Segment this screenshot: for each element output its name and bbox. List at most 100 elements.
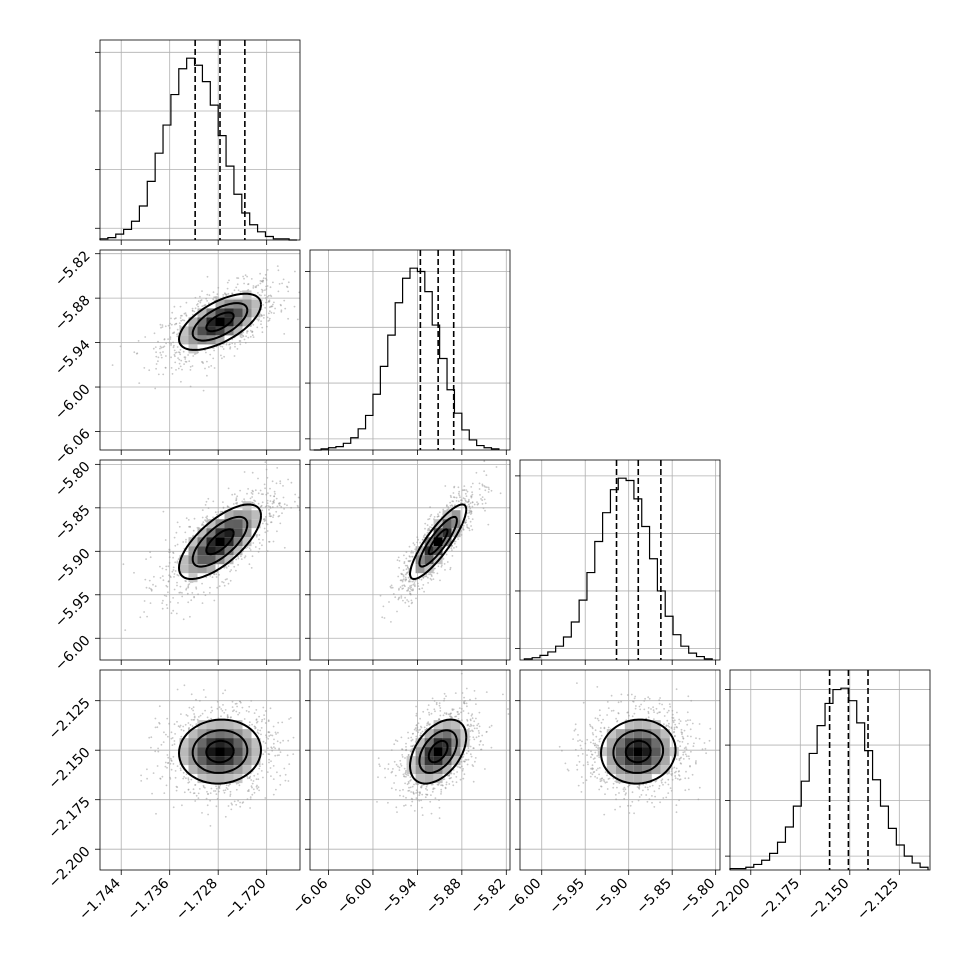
sample-point <box>148 579 151 582</box>
sample-point <box>257 786 260 789</box>
sample-point <box>257 502 260 505</box>
sample-point <box>502 693 504 696</box>
contour-line-1 <box>612 729 665 774</box>
density-cell <box>433 720 443 730</box>
sample-point <box>244 341 247 344</box>
sample-point <box>399 759 402 762</box>
sample-point <box>255 535 258 538</box>
sample-point <box>204 594 207 597</box>
sample-point <box>397 575 400 578</box>
sample-point <box>413 810 416 812</box>
sample-point <box>455 500 458 502</box>
sample-point <box>427 529 429 532</box>
sample-point <box>458 707 461 709</box>
sample-point <box>438 806 441 809</box>
sample-point <box>243 471 246 473</box>
sample-point <box>478 743 481 746</box>
sample-point <box>457 538 460 540</box>
sample-point <box>419 728 422 731</box>
sample-point <box>226 788 229 790</box>
sample-point <box>645 794 648 796</box>
x-tick-label: −6.00 <box>503 876 545 918</box>
sample-point <box>403 804 405 807</box>
sample-point <box>266 296 269 298</box>
sample-point <box>421 587 424 590</box>
sample-point <box>166 754 169 756</box>
sample-point <box>239 701 242 704</box>
density-cell <box>433 528 443 538</box>
density-cell <box>242 765 252 775</box>
sample-point <box>405 572 408 575</box>
sample-point <box>255 286 257 289</box>
sample-point <box>230 716 232 718</box>
sample-point <box>278 515 281 517</box>
sample-point <box>224 689 227 692</box>
sample-point <box>152 347 155 350</box>
sample-point <box>467 758 470 761</box>
sample-point <box>410 550 413 552</box>
density-cell <box>179 326 189 336</box>
density-cell <box>215 756 225 766</box>
sample-point <box>594 717 597 719</box>
sample-point <box>186 592 189 595</box>
sample-point <box>209 353 212 356</box>
sample-point <box>671 713 674 716</box>
sample-point <box>229 346 232 349</box>
sample-point <box>600 779 603 782</box>
sample-point <box>275 788 277 791</box>
sample-point <box>216 707 219 710</box>
sample-point <box>405 775 407 778</box>
sample-point <box>651 801 653 804</box>
sample-point <box>207 507 210 509</box>
sample-point <box>701 748 704 751</box>
sample-point <box>253 712 256 714</box>
sample-point <box>258 534 261 536</box>
sample-point <box>670 773 673 775</box>
sample-point <box>478 711 481 714</box>
sample-point <box>154 750 157 753</box>
density-cell <box>415 747 425 757</box>
sample-point <box>185 538 187 541</box>
sample-point <box>157 360 159 363</box>
sample-point <box>209 574 212 577</box>
sample-point <box>440 793 442 795</box>
sample-point <box>658 702 661 705</box>
density-cell <box>197 308 207 318</box>
density-cell <box>242 537 252 547</box>
sample-point <box>175 351 178 354</box>
sample-point <box>243 282 246 285</box>
sample-point <box>265 299 268 301</box>
sample-point <box>631 791 634 794</box>
density-cell <box>624 765 634 775</box>
sample-point <box>660 781 663 784</box>
sample-point <box>558 745 561 748</box>
sample-point <box>402 569 405 571</box>
sample-point <box>681 741 684 743</box>
sample-point <box>172 556 174 559</box>
sample-point <box>176 720 178 723</box>
sample-point <box>164 539 167 541</box>
sample-point <box>173 740 176 742</box>
density-cell <box>242 501 252 511</box>
sample-point <box>168 341 171 344</box>
sample-point <box>584 742 587 745</box>
sample-point <box>212 357 215 360</box>
sample-point <box>411 800 414 803</box>
sample-point <box>438 704 441 707</box>
sample-point <box>476 724 479 727</box>
sample-point <box>138 382 141 384</box>
sample-point <box>269 487 271 490</box>
sample-point <box>607 778 610 780</box>
sample-point <box>659 711 661 714</box>
sample-point <box>460 708 463 710</box>
sample-point <box>396 610 398 613</box>
sample-point <box>235 497 238 500</box>
sample-point <box>261 281 264 283</box>
sample-point <box>224 815 227 818</box>
sample-point <box>595 735 598 738</box>
sample-point <box>177 332 180 335</box>
sample-point <box>258 767 261 770</box>
sample-point <box>404 601 407 604</box>
sample-point <box>452 496 455 498</box>
sample-point <box>199 699 201 702</box>
